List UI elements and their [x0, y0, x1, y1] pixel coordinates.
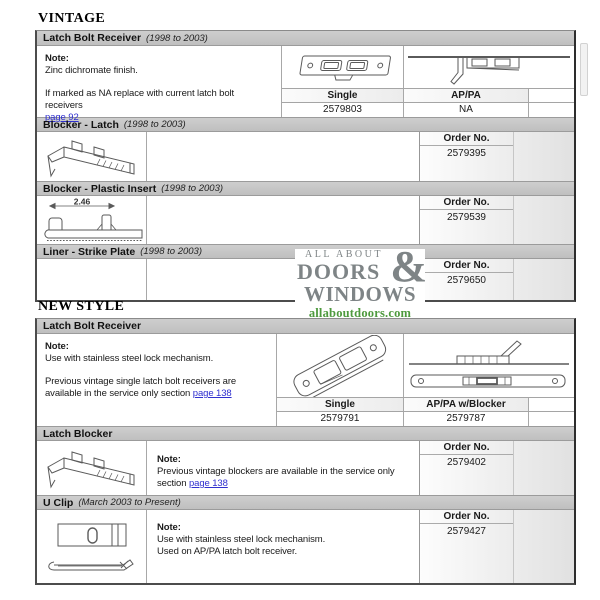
- watermark-url: allaboutdoors.com: [308, 306, 412, 320]
- watermark-line1: ALL ABOUT: [305, 249, 383, 260]
- page-138-link[interactable]: page 138: [188, 478, 228, 489]
- product-header-row: Single AP/PA: [282, 88, 574, 102]
- section-title: U Clip: [43, 496, 74, 509]
- appa-with-blocker-drawing: [404, 334, 574, 397]
- section-title: Blocker - Plastic Insert: [43, 182, 157, 195]
- watermark-line3: WINDOWS: [303, 282, 417, 306]
- section-title: Liner - Strike Plate: [43, 245, 136, 258]
- order-number: 2579650: [447, 275, 486, 286]
- new-single-receiver-drawing: [277, 334, 404, 397]
- note-label: Note:: [45, 53, 69, 64]
- note-cell: Note: Previous vintage blockers are avai…: [147, 441, 419, 495]
- order-number: NA: [404, 103, 529, 117]
- note-text: Previous vintage blockers are available …: [157, 466, 411, 490]
- note-text: Previous vintage blockers are available …: [157, 466, 395, 489]
- new-style-table: Latch Bolt Receiver Note: Use with stain…: [35, 318, 576, 585]
- order-column: Order No. 2579650: [419, 259, 574, 300]
- order-number: 2579395: [447, 148, 486, 159]
- order-number: 2579539: [447, 212, 486, 223]
- section-date: (March 2003 to Present): [78, 497, 181, 508]
- blocker-latch-drawing: [37, 132, 147, 181]
- col-header-appa-blocker: AP/PA w/Blocker: [404, 398, 529, 411]
- section-header-new-latch-bolt-receiver: Latch Bolt Receiver: [37, 319, 574, 334]
- section-header-vintage-latch-bolt-receiver: Latch Bolt Receiver (1998 to 2003): [37, 31, 574, 46]
- section-header-blocker-plastic-insert: Blocker - Plastic Insert (1998 to 2003): [37, 181, 574, 196]
- section-header-u-clip: U Clip (March 2003 to Present): [37, 495, 574, 510]
- order-number: 2579803: [282, 103, 404, 117]
- note-text: Previous vintage single latch bolt recei…: [45, 376, 268, 400]
- section-title: Latch Bolt Receiver: [43, 32, 142, 44]
- blocker-plastic-insert-row: 2.46 Order No. 2579539: [37, 196, 574, 244]
- u-clip-row: Note: Use with stainless steel lock mech…: [37, 510, 574, 583]
- section-title: Latch Blocker: [43, 427, 113, 440]
- product-value-row: 2579803 NA: [282, 102, 574, 117]
- note-cell: Note: Zinc dichromate finish. If marked …: [37, 46, 282, 123]
- col-header-single: Single: [277, 398, 404, 411]
- order-column: Order No. 2579539: [419, 196, 574, 244]
- order-number: 2579791: [277, 412, 404, 426]
- section-date: (1998 to 2003): [123, 119, 186, 130]
- dimension-label: 2.46: [73, 197, 90, 207]
- plastic-insert-drawing: 2.46: [37, 196, 147, 244]
- order-label: Order No.: [420, 510, 513, 524]
- scrollbar-thumb[interactable]: [580, 43, 588, 96]
- latch-blocker-row: Note: Previous vintage blockers are avai…: [37, 441, 574, 495]
- all-about-doors-windows-watermark: & ALL ABOUT DOORS WINDOWS allaboutdoors.…: [295, 245, 427, 319]
- section-date: (1998 to 2003): [146, 32, 208, 44]
- vintage-lbr-row: Note: Zinc dichromate finish. If marked …: [37, 46, 574, 123]
- product-columns: Single AP/PA 2579803 NA: [282, 46, 574, 117]
- note-text: Previous vintage single latch bolt recei…: [45, 376, 237, 399]
- latch-blocker-drawing: [37, 441, 147, 495]
- vintage-table: Latch Bolt Receiver (1998 to 2003) Note:…: [35, 30, 576, 302]
- ampersand-logo: &: [390, 242, 427, 291]
- blocker-latch-row: Order No. 2579395: [37, 132, 574, 181]
- liner-strike-plate-image-cell: [37, 259, 147, 300]
- u-clip-drawing: [37, 510, 147, 583]
- product-header-row: Single AP/PA w/Blocker: [277, 397, 574, 411]
- section-date: (1998 to 2003): [140, 246, 202, 257]
- note-label: Note:: [45, 341, 69, 352]
- page-138-link[interactable]: page 138: [192, 388, 232, 399]
- order-number: 2579427: [447, 526, 486, 537]
- note-label: Note:: [157, 454, 181, 465]
- note-text: Use with stainless steel lock mechanism.: [157, 534, 326, 545]
- new-style-heading: NEW STYLE: [38, 299, 125, 314]
- appa-receiver-drawing: [404, 46, 574, 88]
- section-title: Latch Bolt Receiver: [43, 320, 142, 332]
- product-value-row: 2579791 2579787: [277, 411, 574, 426]
- order-number: 2579787: [404, 412, 529, 426]
- order-number: 2579402: [447, 457, 486, 468]
- watermark-line2: DOORS: [297, 259, 381, 284]
- product-columns: Single AP/PA w/Blocker 2579791 2579787: [277, 334, 574, 426]
- note-text: Zinc dichromate finish.: [45, 65, 138, 76]
- note-text: If marked as NA replace with current lat…: [45, 88, 235, 111]
- page-92-link[interactable]: page 92: [45, 112, 79, 123]
- order-label: Order No.: [420, 196, 513, 210]
- section-header-latch-blocker: Latch Blocker: [37, 426, 574, 441]
- note-cell: Note: Use with stainless steel lock mech…: [147, 510, 419, 583]
- order-label: Order No.: [420, 441, 513, 455]
- order-label: Order No.: [420, 132, 513, 146]
- order-column: Order No. 2579402: [419, 441, 574, 495]
- vintage-heading: VINTAGE: [38, 11, 106, 26]
- col-header-single: Single: [282, 89, 404, 102]
- order-column: Order No. 2579427: [419, 510, 574, 583]
- note-cell: Note: Use with stainless steel lock mech…: [37, 334, 277, 426]
- order-label: Order No.: [420, 259, 513, 273]
- section-date: (1998 to 2003): [161, 183, 224, 194]
- order-column: Order No. 2579395: [419, 132, 574, 181]
- col-header-appa: AP/PA: [404, 89, 529, 102]
- section-title: Blocker - Latch: [43, 118, 119, 131]
- single-receiver-drawing: [282, 46, 404, 88]
- new-lbr-row: Note: Use with stainless steel lock mech…: [37, 334, 574, 426]
- note-label: Note:: [157, 522, 181, 533]
- section-header-blocker-latch: Blocker - Latch (1998 to 2003): [37, 117, 574, 132]
- note-text: Used on AP/PA latch bolt receiver.: [157, 546, 298, 557]
- note-text: Use with stainless steel lock mechanism.: [45, 353, 214, 364]
